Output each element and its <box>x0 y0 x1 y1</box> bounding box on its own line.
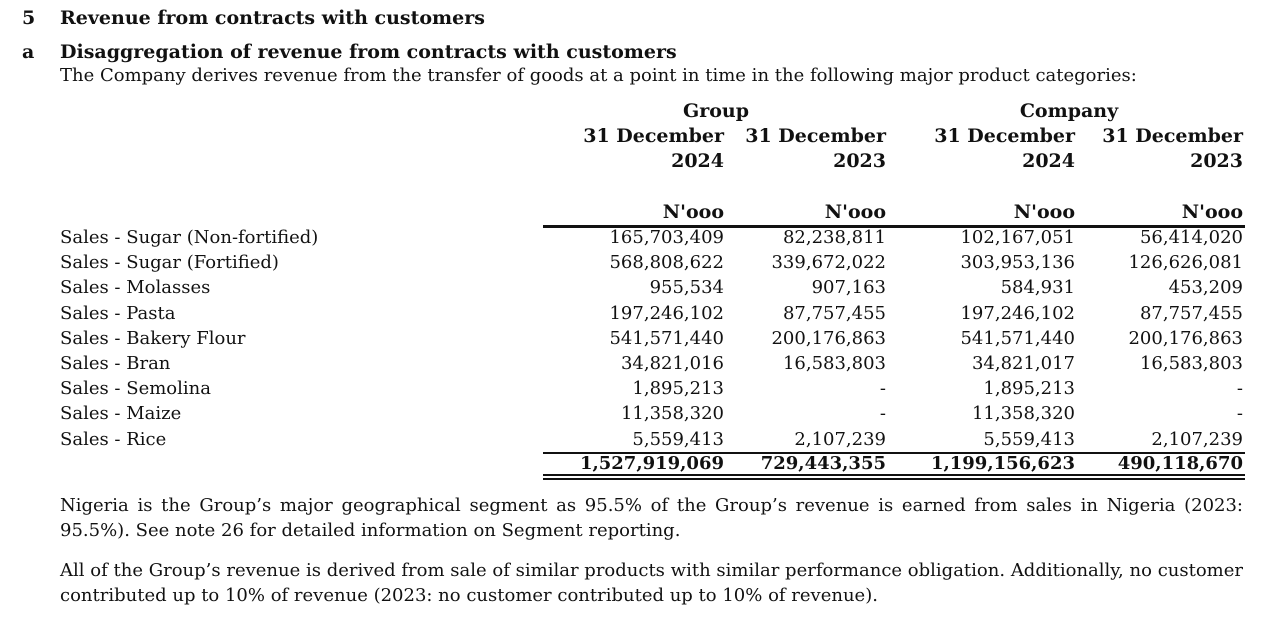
cell-value: 2,107,239 <box>794 428 886 450</box>
cell-value: 11,358,320 <box>971 403 1075 425</box>
revenue-table-body: Sales - Sugar (Non-fortified) 165,703,40… <box>0 227 1276 454</box>
cell-value: 34,821,016 <box>620 352 724 374</box>
cell-value: 2,107,239 <box>1151 428 1243 450</box>
unit-label: N'ooo <box>1181 201 1243 223</box>
intro-text: The Company derives revenue from the tra… <box>60 65 1137 86</box>
cell-value: 34,821,017 <box>971 352 1075 374</box>
column-header-line2: 2024 <box>671 150 724 172</box>
column-header-group-2023: 31 December 2023 <box>706 124 886 174</box>
cell-value: 303,953,136 <box>960 252 1075 274</box>
cell-value: 541,571,440 <box>609 327 724 349</box>
row-label: Sales - Pasta <box>60 302 176 324</box>
cell-value: 82,238,811 <box>782 227 886 248</box>
total-value: 1,199,156,623 <box>930 453 1075 474</box>
table-row: Sales - Pasta 197,246,102 87,757,455 197… <box>0 303 1276 328</box>
row-label: Sales - Bakery Flour <box>60 327 246 349</box>
cell-value: 197,246,102 <box>960 302 1075 324</box>
cell-value: 16,583,803 <box>782 352 886 374</box>
cell-value: 165,703,409 <box>609 227 724 248</box>
column-header-line2: 2024 <box>1022 150 1075 172</box>
cell-value: 87,757,455 <box>1139 302 1243 324</box>
note-paragraph: Nigeria is the Group’s major geographica… <box>60 495 1243 541</box>
unit-label: N'ooo <box>824 201 886 223</box>
cell-value: 339,672,022 <box>771 252 886 274</box>
total-row: 1,527,919,069 729,443,355 1,199,156,623 … <box>0 453 1276 477</box>
cell-value: 200,176,863 <box>1128 327 1243 349</box>
table-row: Sales - Rice 5,559,413 2,107,239 5,559,4… <box>0 429 1276 454</box>
column-header-line1: 31 December <box>745 125 886 147</box>
cell-value: 5,559,413 <box>983 428 1075 450</box>
column-header-line2: 2023 <box>1190 150 1243 172</box>
column-header-line1: 31 December <box>583 125 724 147</box>
cell-value: 5,559,413 <box>632 428 724 450</box>
subsection-letter: a <box>22 41 35 63</box>
total-double-rule-top <box>543 474 1245 476</box>
table-row: Sales - Bakery Flour 541,571,440 200,176… <box>0 328 1276 353</box>
column-header-line1: 31 December <box>934 125 1075 147</box>
cell-value: 87,757,455 <box>782 302 886 324</box>
cell-value: 568,808,622 <box>609 252 724 274</box>
column-header-company-2024: 31 December 2024 <box>895 124 1075 174</box>
row-label: Sales - Sugar (Fortified) <box>60 252 279 274</box>
row-label: Sales - Bran <box>60 352 171 374</box>
cell-value: 56,414,020 <box>1139 227 1243 248</box>
unit-label: N'ooo <box>1013 201 1075 223</box>
header-rule <box>543 225 1245 228</box>
cell-value: 584,931 <box>1000 277 1075 299</box>
cell-value: 11,358,320 <box>620 403 724 425</box>
subtotal-rule <box>543 452 1245 454</box>
cell-value: 907,163 <box>811 277 886 299</box>
table-row: Sales - Molasses 955,534 907,163 584,931… <box>0 277 1276 302</box>
row-label: Sales - Rice <box>60 428 167 450</box>
cell-value: 16,583,803 <box>1139 352 1243 374</box>
group-header: Group <box>682 100 749 122</box>
cell-value: - <box>879 378 886 400</box>
column-header-company-2023: 31 December 2023 <box>1063 124 1243 174</box>
cell-value: 102,167,051 <box>960 227 1075 248</box>
cell-value: 197,246,102 <box>609 302 724 324</box>
table-row: Sales - Semolina 1,895,213 - 1,895,213 - <box>0 378 1276 403</box>
row-label: Sales - Maize <box>60 403 182 425</box>
cell-value: 200,176,863 <box>771 327 886 349</box>
cell-value: 955,534 <box>649 277 724 299</box>
section-title: Revenue from contracts with customers <box>60 7 485 29</box>
section-number: 5 <box>22 7 36 29</box>
table-row: Sales - Sugar (Non-fortified) 165,703,40… <box>0 227 1276 252</box>
table-row: Sales - Maize 11,358,320 - 11,358,320 - <box>0 403 1276 428</box>
cell-value: - <box>1236 378 1243 400</box>
cell-value: 1,895,213 <box>983 378 1075 400</box>
total-value: 490,118,670 <box>1117 453 1243 474</box>
cell-value: 1,895,213 <box>632 378 724 400</box>
table-row: Sales - Bran 34,821,016 16,583,803 34,82… <box>0 353 1276 378</box>
cell-value: 541,571,440 <box>960 327 1075 349</box>
company-header: Company <box>1019 100 1119 122</box>
unit-label: N'ooo <box>662 201 724 223</box>
row-label: Sales - Molasses <box>60 277 211 299</box>
total-value: 1,527,919,069 <box>579 453 724 474</box>
column-header-line2: 2023 <box>833 150 886 172</box>
row-label: Sales - Sugar (Non-fortified) <box>60 227 319 248</box>
row-label: Sales - Semolina <box>60 378 211 400</box>
subsection-title: Disaggregation of revenue from contracts… <box>60 41 677 63</box>
note-paragraph: All of the Group’s revenue is derived fr… <box>60 560 1243 606</box>
cell-value: 453,209 <box>1168 277 1243 299</box>
cell-value: 126,626,081 <box>1128 252 1243 274</box>
cell-value: - <box>1236 403 1243 425</box>
total-double-rule-bottom <box>543 478 1245 480</box>
cell-value: - <box>879 403 886 425</box>
column-header-line1: 31 December <box>1102 125 1243 147</box>
column-header-group-2024: 31 December 2024 <box>544 124 724 174</box>
total-value: 729,443,355 <box>760 453 886 474</box>
table-row: Sales - Sugar (Fortified) 568,808,622 33… <box>0 252 1276 277</box>
